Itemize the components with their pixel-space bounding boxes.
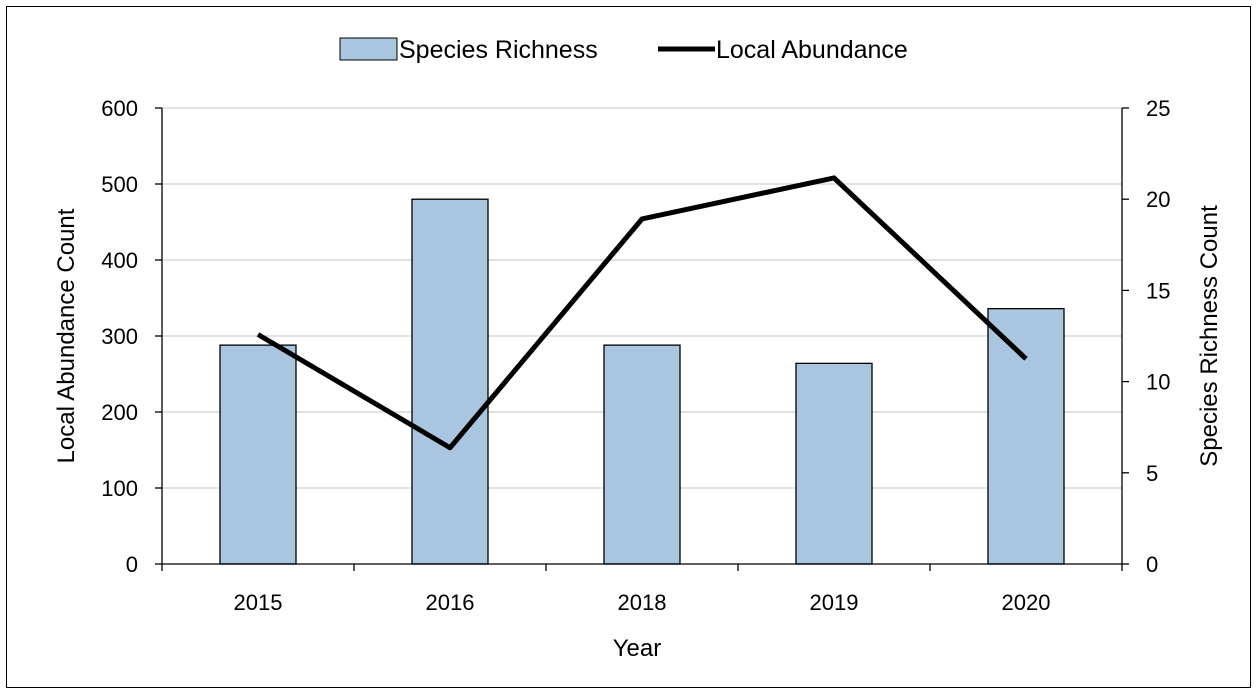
x-tick-label: 2020 bbox=[1002, 590, 1051, 615]
bar-2018 bbox=[603, 344, 681, 565]
bar-2015 bbox=[219, 344, 297, 565]
right-tick-label: 15 bbox=[1146, 278, 1170, 303]
left-tick-label: 200 bbox=[101, 400, 138, 425]
right-axis-tick-labels: 0 5 10 15 20 25 bbox=[1146, 96, 1170, 577]
x-tick-label: 2019 bbox=[810, 590, 859, 615]
bar-2019 bbox=[795, 362, 873, 565]
left-tick-label: 600 bbox=[101, 96, 138, 121]
x-axis-title: Year bbox=[613, 635, 662, 662]
x-tick-label: 2016 bbox=[426, 590, 475, 615]
left-axis-tick-labels: 0 100 200 300 400 500 600 bbox=[101, 96, 138, 577]
legend-swatch-species-richness bbox=[339, 37, 398, 61]
right-tick-label: 0 bbox=[1146, 552, 1158, 577]
left-tick-label: 100 bbox=[101, 476, 138, 501]
x-tick-label: 2015 bbox=[234, 590, 283, 615]
left-tick-label: 0 bbox=[126, 552, 138, 577]
right-tick-label: 5 bbox=[1146, 461, 1158, 486]
species-richness-bars bbox=[219, 198, 1065, 565]
legend: Species Richness Local Abundance bbox=[339, 36, 908, 64]
legend-label-species-richness: Species Richness bbox=[399, 36, 598, 64]
left-tick-label: 300 bbox=[101, 324, 138, 349]
local-abundance-line bbox=[256, 175, 1028, 451]
right-tick-label: 25 bbox=[1146, 96, 1170, 121]
x-axis-tick-labels: 2015 2016 2018 2019 2020 bbox=[234, 590, 1051, 615]
axes bbox=[155, 107, 1129, 571]
x-tick-label: 2018 bbox=[618, 590, 667, 615]
local-abundance-line-layer bbox=[256, 175, 1028, 451]
right-axis-title: Species Richness Count bbox=[1196, 205, 1223, 467]
legend-label-local-abundance: Local Abundance bbox=[716, 36, 908, 64]
right-tick-label: 10 bbox=[1146, 370, 1170, 395]
bar-2016 bbox=[411, 198, 489, 565]
gridlines bbox=[162, 107, 1122, 489]
right-tick-label: 20 bbox=[1146, 187, 1170, 212]
left-tick-label: 500 bbox=[101, 172, 138, 197]
bar-2020 bbox=[987, 307, 1065, 565]
left-axis-title: Local Abundance Count bbox=[53, 208, 80, 463]
left-tick-label: 400 bbox=[101, 248, 138, 273]
